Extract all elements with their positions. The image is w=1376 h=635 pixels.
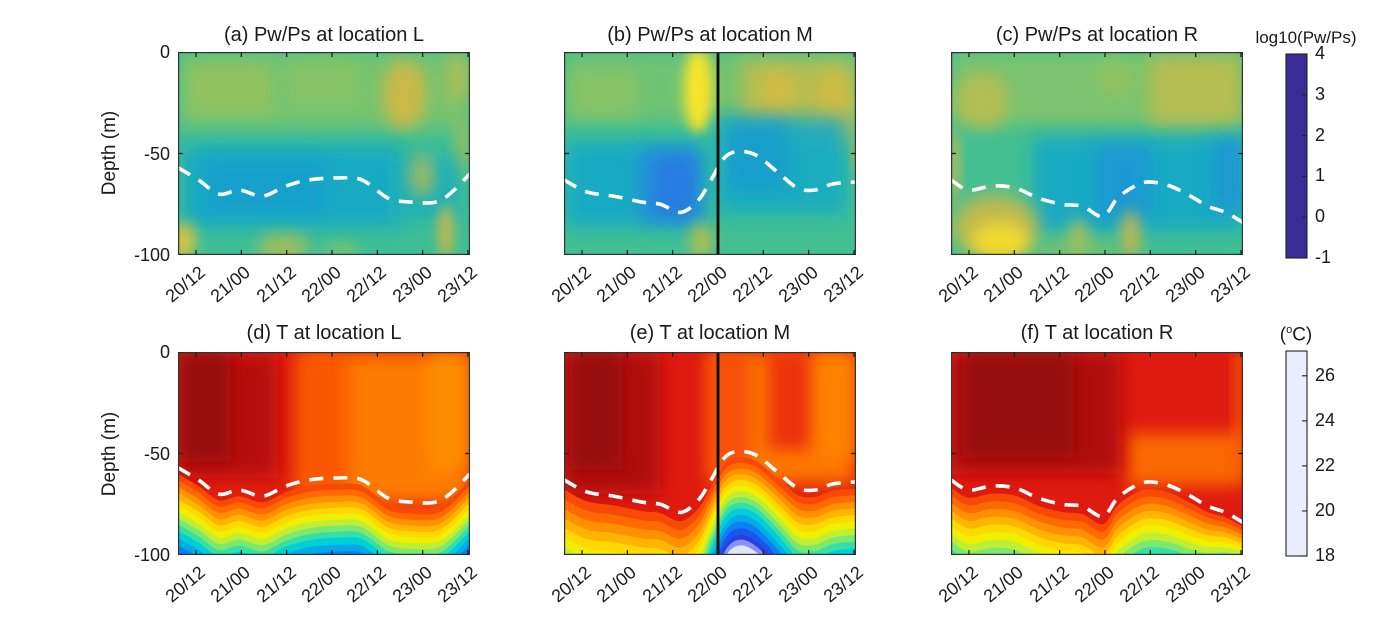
panel-f-title: (f) T at location R: [1020, 322, 1174, 344]
x-tick-label: 22/00: [1070, 562, 1118, 607]
x-tick-label: 21/00: [592, 562, 641, 607]
temp-unit-close: C): [1292, 324, 1313, 346]
x-tick-label: 22/00: [1070, 262, 1118, 307]
panel-c-canvas: [951, 52, 1243, 255]
ratio-cb-tick-label: -1: [1315, 247, 1332, 267]
panel-e-canvas: [564, 352, 856, 555]
x-tick-label: 23/12: [819, 262, 867, 307]
panel-b-canvas: [564, 52, 856, 255]
x-tick-label: 20/12: [547, 562, 595, 607]
temp-colorbar-title: (oC): [1266, 324, 1326, 346]
x-tick-label: 23/00: [388, 262, 436, 307]
x-tick-label: 21/00: [206, 262, 255, 307]
x-tick-label: 21/12: [1025, 262, 1073, 307]
x-tick-label: 21/00: [206, 562, 255, 607]
panel-d-canvas: [178, 352, 470, 555]
x-tick-label: 21/00: [592, 262, 641, 307]
x-tick-label: 23/12: [1206, 262, 1254, 307]
x-tick-label: 20/12: [161, 562, 209, 607]
x-tick-label: 20/12: [934, 562, 982, 607]
x-tick-label: 22/00: [683, 562, 731, 607]
x-tick-label: 20/12: [934, 262, 982, 307]
panel-f-canvas: [951, 352, 1243, 555]
x-tick-label: 23/12: [1206, 562, 1254, 607]
x-tick-label: 23/00: [774, 262, 822, 307]
x-tick-label: 22/12: [728, 562, 777, 607]
temp-cb-tick-label: 20: [1315, 499, 1336, 520]
x-tick-label: 20/12: [161, 262, 209, 307]
x-tick-label: 22/12: [1115, 262, 1164, 307]
x-tick-label: 23/00: [388, 562, 436, 607]
ratio-colorbar-title: log10(Pw/Ps): [1255, 28, 1357, 47]
x-tick-label: 21/12: [252, 562, 300, 607]
x-tick-label: 23/12: [433, 262, 481, 307]
y-tick-label: -50: [143, 443, 170, 464]
temp-cb-tick-label: 18: [1315, 545, 1336, 565]
x-tick-label: 23/00: [774, 562, 822, 607]
ratio-cb-tick-label: 1: [1315, 165, 1326, 186]
temp-cb-tick-label: 26: [1315, 364, 1336, 385]
temp-cb-tick-label: 24: [1315, 409, 1336, 430]
panel-a-canvas: [178, 52, 470, 255]
temp-unit-open: (: [1279, 324, 1287, 346]
x-tick-label: 21/12: [252, 262, 300, 307]
temp-cb-gradient: [1285, 350, 1308, 557]
y-tick-label: -100: [133, 245, 170, 265]
temp-unit-degree: o: [1286, 324, 1293, 336]
panel-e-title: (e) T at location M: [629, 322, 791, 344]
x-tick-label: 21/12: [1025, 562, 1073, 607]
x-tick-label: 23/12: [819, 562, 867, 607]
x-tick-label: 21/12: [638, 262, 686, 307]
x-tick-label: 23/12: [433, 562, 481, 607]
panel-d-title: (d) T at location L: [246, 322, 402, 344]
y-tick-label: -100: [133, 545, 170, 565]
x-tick-label: 21/12: [638, 562, 686, 607]
x-tick-label: 22/00: [297, 262, 345, 307]
mld-dashed-line-c: [951, 178, 1243, 225]
ratio-cb-gradient: [1285, 53, 1308, 259]
panel-c-title: (c) Pw/Ps at location R: [995, 24, 1199, 46]
panel-b-title: (b) Pw/Ps at location M: [607, 24, 813, 46]
x-tick-label: 22/12: [342, 262, 391, 307]
y-tick-label: 0: [159, 342, 170, 362]
mld-dashed-line-d: [178, 466, 470, 505]
x-tick-label: 22/12: [1115, 562, 1164, 607]
x-tick-label: 20/12: [547, 262, 595, 307]
x-tick-label: 21/00: [979, 262, 1028, 307]
x-tick-label: 22/00: [297, 562, 345, 607]
ratio-cb-tick-label: 3: [1315, 83, 1326, 104]
ratio-cb-tick-label: 4: [1315, 43, 1326, 63]
y-tick-label: 0: [159, 42, 170, 62]
x-tick-label: 23/00: [1161, 262, 1209, 307]
x-tick-label: 22/00: [683, 262, 731, 307]
y-tick-label: -50: [143, 143, 170, 164]
event-vertical-line-e: [716, 352, 720, 555]
event-vertical-line-b: [716, 52, 720, 255]
x-tick-label: 23/00: [1161, 562, 1209, 607]
mld-dashed-line-a: [178, 166, 470, 205]
x-tick-label: 22/12: [728, 262, 777, 307]
ratio-cb-tick-label: 0: [1315, 206, 1326, 227]
ratio-cb-tick-label: 2: [1315, 124, 1326, 145]
x-tick-label: 21/00: [979, 562, 1028, 607]
mld-dashed-line-f: [951, 478, 1243, 525]
x-tick-label: 22/12: [342, 562, 391, 607]
panel-a-title: (a) Pw/Ps at location L: [223, 24, 425, 46]
temp-cb-tick-label: 22: [1315, 454, 1336, 475]
